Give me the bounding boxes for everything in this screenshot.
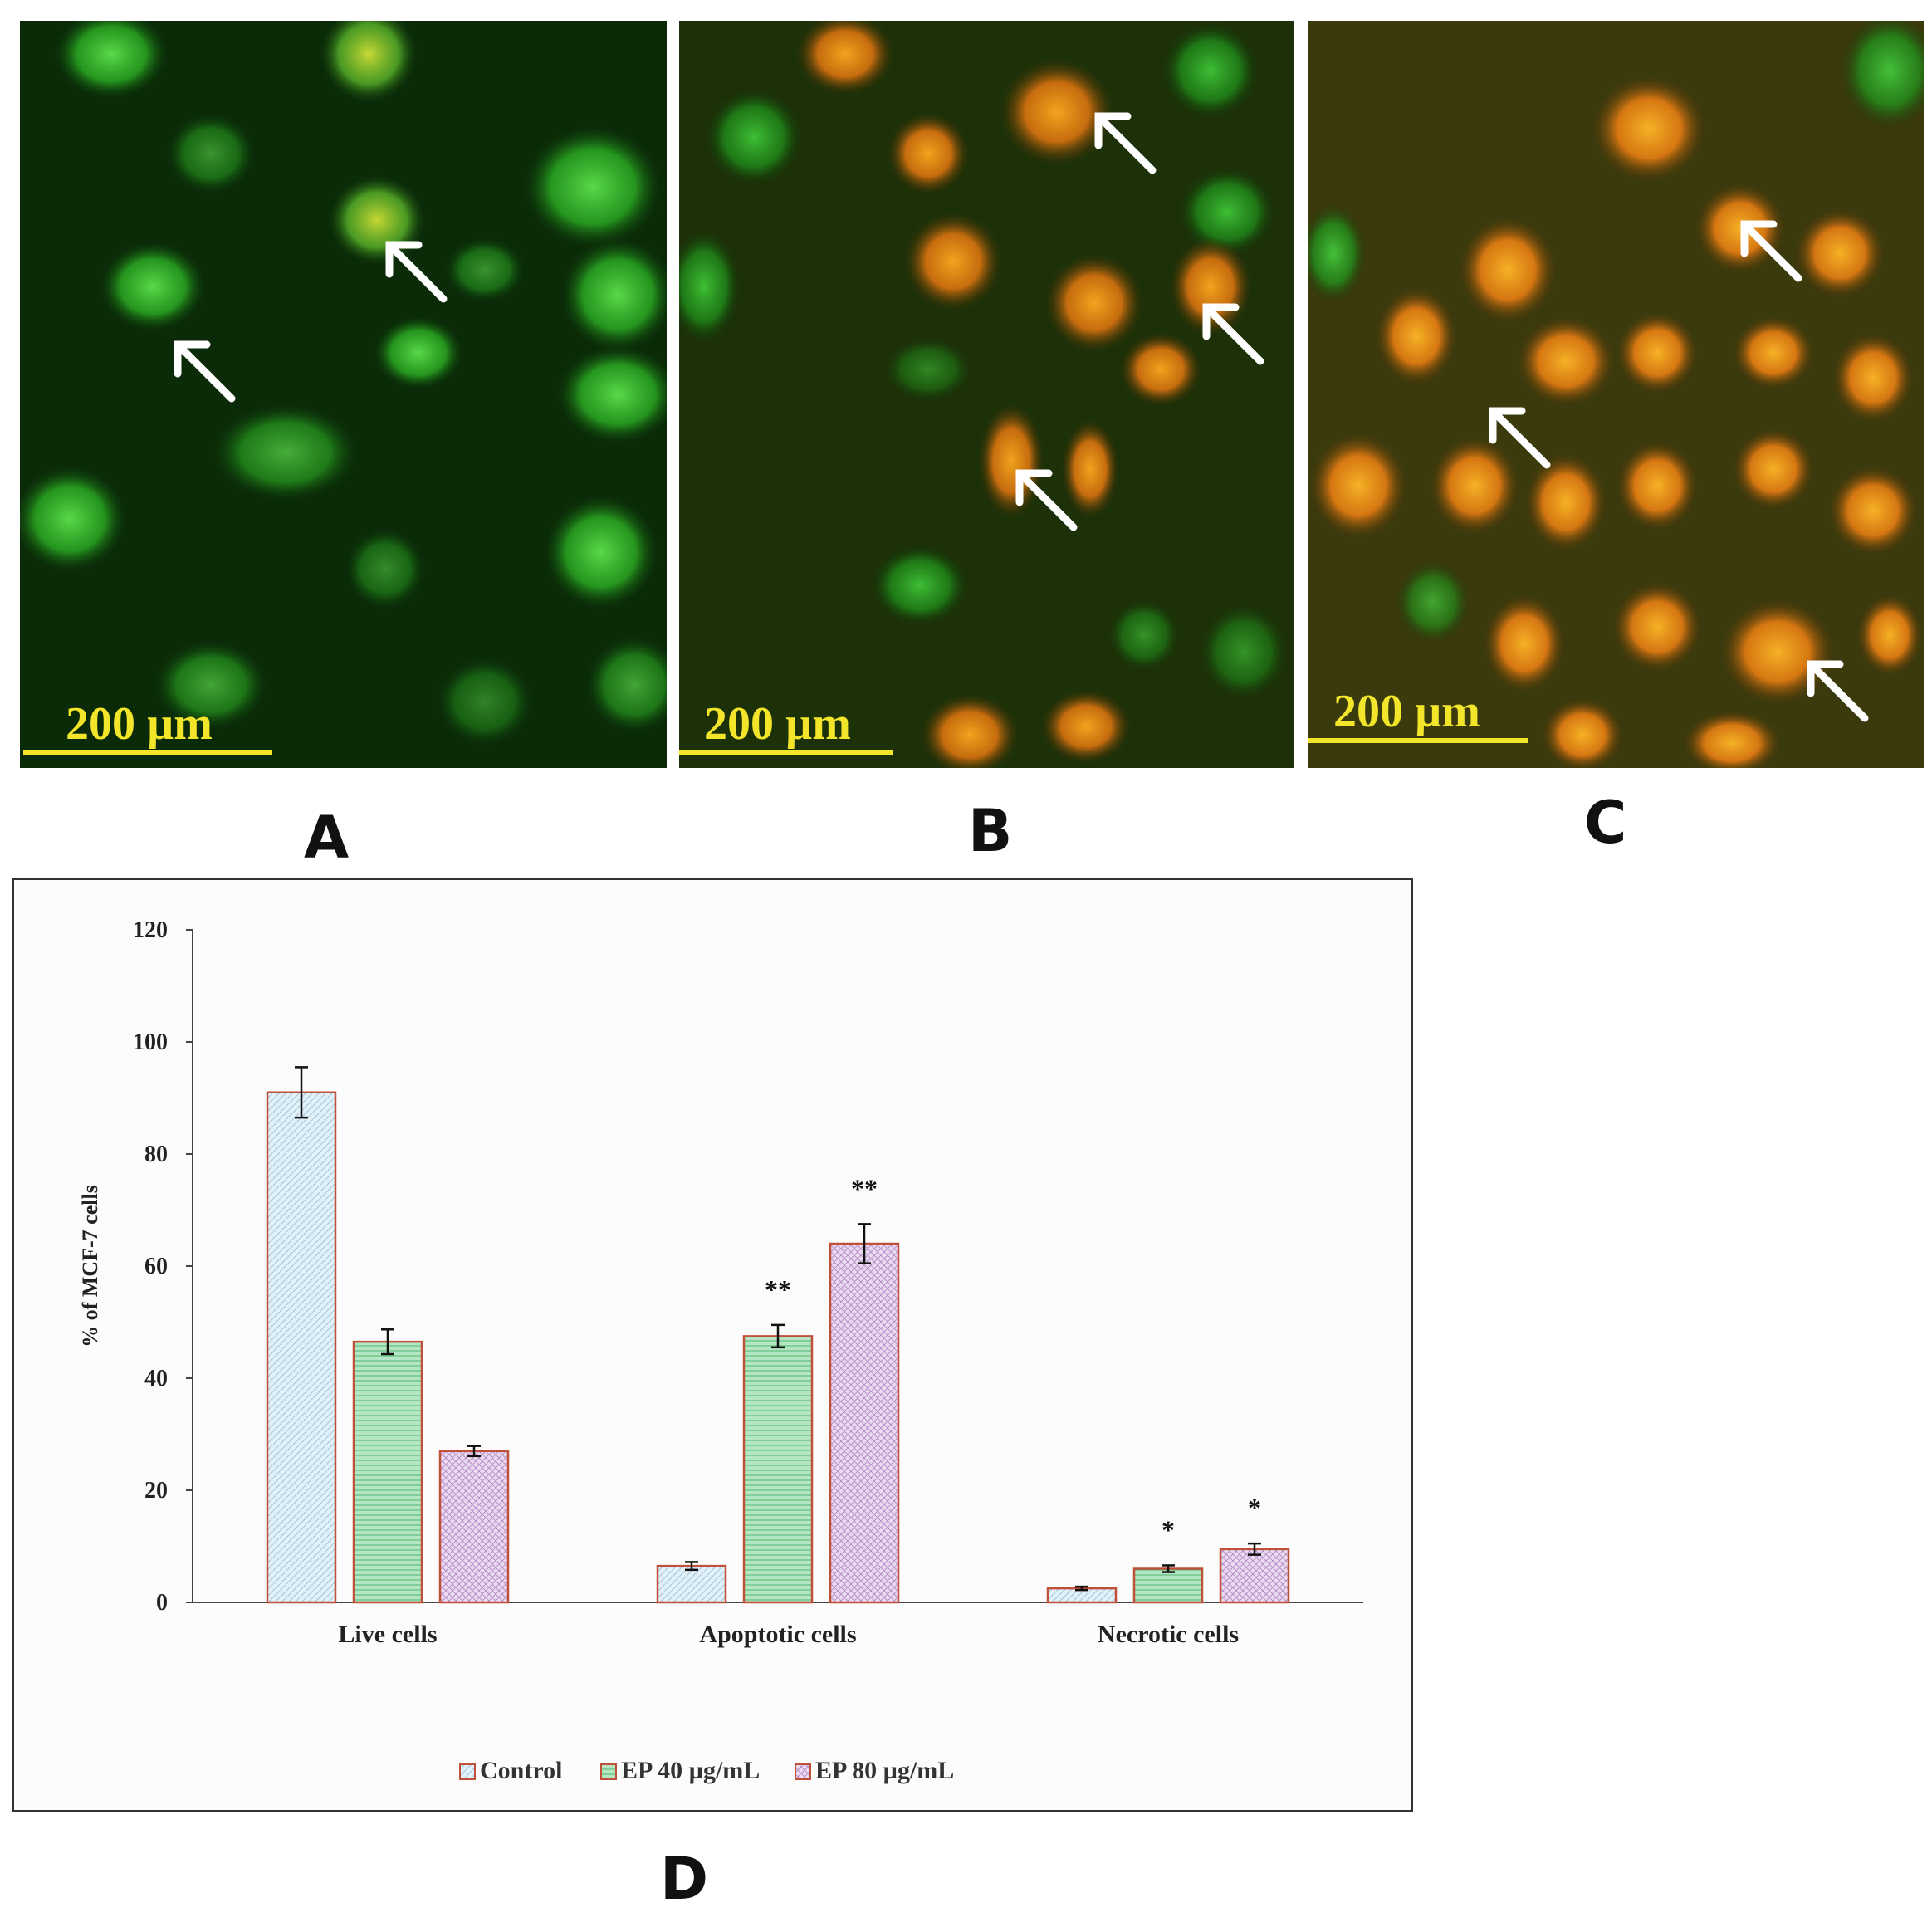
significance-label: ** xyxy=(765,1274,791,1304)
cell-cluster xyxy=(20,21,667,747)
arrow-icon xyxy=(1489,220,1869,722)
significance-label: * xyxy=(1248,1493,1261,1523)
y-tick-label: 0 xyxy=(156,1590,168,1616)
bar xyxy=(438,1450,510,1604)
arrow-icon xyxy=(1015,112,1264,531)
panel-letter-b: B xyxy=(968,797,1013,865)
bar xyxy=(1219,1548,1290,1604)
bar xyxy=(266,1091,337,1604)
bar xyxy=(742,1335,814,1604)
bar xyxy=(1132,1567,1204,1604)
x-category-label: Necrotic cells xyxy=(1098,1621,1239,1648)
arrow-icon xyxy=(174,241,448,403)
y-tick-label: 20 xyxy=(144,1478,168,1504)
y-tick-label: 80 xyxy=(144,1142,168,1167)
bar xyxy=(352,1340,423,1604)
scale-bar xyxy=(23,750,272,755)
bar xyxy=(829,1242,900,1604)
x-category-label: Apoptotic cells xyxy=(699,1621,856,1648)
y-tick-label: 120 xyxy=(133,917,168,943)
scale-label: 200 µm xyxy=(66,698,213,750)
significance-label: * xyxy=(1162,1514,1175,1544)
bar xyxy=(656,1564,727,1604)
y-tick-label: 100 xyxy=(133,1029,168,1055)
panel-letter-c: C xyxy=(1584,789,1627,857)
legend-label: Control xyxy=(480,1757,562,1784)
micrograph-panel-b: 200 µm xyxy=(679,21,1294,768)
bar-chart-panel: 0 20 40 60 80 100 120 % of MCF-7 cells Live cell… xyxy=(12,878,1413,1812)
legend-swatch xyxy=(600,1763,617,1780)
legend-label: EP 40 µg/mL xyxy=(621,1757,760,1784)
legend-swatch xyxy=(459,1763,476,1780)
micrograph-panel-c: 200 µm xyxy=(1308,21,1924,768)
scale-label: 200 µm xyxy=(1333,686,1480,737)
micrograph-panel-a: 200 µm xyxy=(20,21,667,768)
legend-swatch xyxy=(795,1763,811,1780)
y-tick-label: 40 xyxy=(144,1366,168,1391)
scale-bar xyxy=(679,750,893,755)
legend-label: EP 80 µg/mL xyxy=(815,1757,954,1784)
scale-bar xyxy=(1308,738,1528,743)
significance-label: ** xyxy=(851,1173,878,1203)
panel-letter-d: D xyxy=(660,1845,709,1913)
cell-cluster xyxy=(679,21,1289,768)
panel-letter-a: A xyxy=(304,804,350,872)
bar-chart: 0 20 40 60 80 100 120 % of MCF-7 cells Live cell… xyxy=(78,917,1363,1784)
scale-label: 200 µm xyxy=(704,698,851,750)
y-axis-label: % of MCF-7 cells xyxy=(78,1185,102,1347)
x-category-label: Live cells xyxy=(338,1621,437,1648)
cell-cluster xyxy=(1308,21,1924,768)
y-tick-label: 60 xyxy=(144,1254,168,1279)
